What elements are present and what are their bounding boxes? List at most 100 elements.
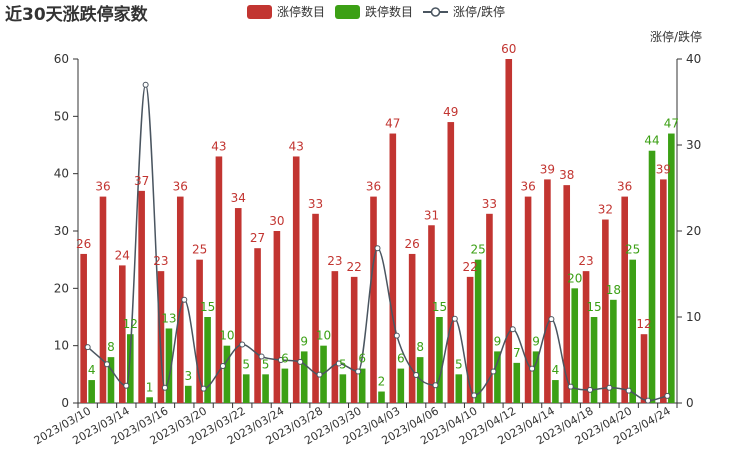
bar-limit-down[interactable]: [281, 368, 289, 403]
bar-limit-down[interactable]: [204, 317, 211, 403]
ratio-point[interactable]: [490, 368, 497, 375]
bar-limit-up[interactable]: [176, 196, 184, 403]
bar-limit-down[interactable]: [88, 380, 95, 403]
bar-limit-up[interactable]: [273, 231, 281, 403]
bar-limit-up[interactable]: [312, 213, 319, 403]
bar-limit-up[interactable]: [119, 265, 126, 403]
data-label-limit-down: 9: [532, 334, 540, 348]
bar-limit-down[interactable]: [127, 334, 134, 403]
bar-limit-up[interactable]: [621, 196, 628, 403]
bar-limit-up[interactable]: [292, 156, 300, 403]
ratio-point[interactable]: [587, 386, 594, 393]
bar-limit-up[interactable]: [505, 59, 513, 403]
ratio-point[interactable]: [432, 382, 439, 389]
bar-limit-up[interactable]: [524, 196, 532, 403]
bar-limit-up[interactable]: [544, 179, 551, 403]
ratio-point[interactable]: [277, 357, 284, 363]
ratio-point[interactable]: [529, 365, 536, 372]
bar-limit-up[interactable]: [138, 190, 145, 403]
ratio-point[interactable]: [335, 360, 342, 367]
bar-limit-down[interactable]: [436, 317, 443, 403]
ratio-point[interactable]: [625, 387, 632, 394]
bar-limit-up[interactable]: [389, 133, 397, 404]
ratio-point[interactable]: [103, 361, 110, 368]
bar-limit-up[interactable]: [370, 196, 377, 403]
ratio-point[interactable]: [374, 245, 381, 252]
bar-limit-up[interactable]: [602, 219, 609, 403]
legend-item-ratio[interactable]: 涨停/跌停: [423, 4, 505, 19]
bar-limit-down[interactable]: [223, 345, 231, 403]
bar-limit-up[interactable]: [486, 213, 493, 403]
ratio-point[interactable]: [258, 353, 265, 360]
legend-item-limit-up[interactable]: 涨停数目: [247, 4, 325, 19]
bar-limit-up[interactable]: [466, 276, 474, 403]
bar-limit-up[interactable]: [660, 179, 667, 403]
ratio-point[interactable]: [123, 382, 130, 389]
bar-limit-up[interactable]: [234, 208, 242, 403]
bar-limit-down[interactable]: [146, 397, 153, 403]
bar-limit-down[interactable]: [262, 374, 269, 403]
bar-limit-down[interactable]: [184, 385, 192, 403]
legend-item-limit-down[interactable]: 跌停数目: [335, 4, 413, 19]
bar-limit-up[interactable]: [563, 185, 571, 403]
bar-limit-down[interactable]: [107, 357, 115, 403]
bar-limit-up[interactable]: [80, 253, 87, 403]
bar-limit-up[interactable]: [447, 122, 455, 404]
data-label-limit-down: 13: [161, 311, 176, 325]
bar-limit-down[interactable]: [513, 362, 521, 403]
bar-limit-down[interactable]: [358, 368, 366, 403]
bar-limit-down[interactable]: [494, 351, 501, 403]
bar-limit-up[interactable]: [196, 259, 203, 403]
ratio-point[interactable]: [451, 315, 458, 322]
ratio-point[interactable]: [509, 326, 516, 333]
bar-limit-up[interactable]: [254, 248, 261, 403]
ratio-point[interactable]: [471, 392, 478, 399]
bar-limit-up[interactable]: [582, 271, 590, 403]
bar-limit-down[interactable]: [629, 259, 636, 403]
bar-limit-up[interactable]: [428, 225, 435, 403]
data-label-limit-down: 44: [644, 134, 659, 148]
ratio-point[interactable]: [393, 332, 400, 339]
ratio-point[interactable]: [645, 397, 652, 404]
ratio-point[interactable]: [664, 392, 671, 399]
bar-limit-up[interactable]: [331, 271, 339, 403]
bar-limit-down[interactable]: [165, 328, 173, 403]
bar-limit-down[interactable]: [668, 133, 675, 404]
bar-limit-down[interactable]: [552, 380, 559, 403]
bar-limit-down[interactable]: [532, 351, 540, 403]
bar-limit-down[interactable]: [455, 374, 463, 403]
bar-limit-up[interactable]: [215, 156, 223, 403]
ratio-point[interactable]: [181, 296, 188, 303]
ratio-point[interactable]: [200, 385, 207, 392]
bar-limit-down[interactable]: [378, 391, 385, 403]
ratio-point[interactable]: [355, 368, 362, 375]
ratio-point[interactable]: [567, 383, 574, 390]
bar-limit-down[interactable]: [474, 259, 482, 403]
bar-limit-down[interactable]: [242, 374, 250, 403]
bar-limit-up[interactable]: [157, 271, 165, 403]
bar-limit-down[interactable]: [571, 288, 579, 403]
bar-limit-down[interactable]: [590, 317, 598, 403]
bar-limit-down[interactable]: [320, 345, 327, 403]
bar-limit-down[interactable]: [300, 351, 308, 403]
ratio-point[interactable]: [239, 341, 246, 348]
ratio-point[interactable]: [548, 316, 555, 323]
ratio-point[interactable]: [219, 363, 226, 370]
bar-limit-up[interactable]: [408, 253, 416, 403]
ratio-point[interactable]: [413, 372, 420, 379]
ratio-point[interactable]: [84, 344, 91, 351]
bar-limit-down[interactable]: [339, 374, 347, 403]
bar-limit-down[interactable]: [648, 150, 656, 403]
ratio-point[interactable]: [316, 371, 323, 378]
ratio-point[interactable]: [297, 358, 304, 365]
bar-limit-up[interactable]: [99, 196, 107, 403]
bar-limit-down[interactable]: [397, 368, 405, 403]
data-label-limit-down: 15: [586, 300, 601, 314]
bar-limit-up[interactable]: [350, 276, 358, 403]
bar-limit-down[interactable]: [610, 299, 617, 403]
bar-limit-up[interactable]: [640, 334, 648, 403]
ratio-point[interactable]: [606, 384, 613, 391]
ratio-point[interactable]: [161, 384, 168, 391]
ratio-point[interactable]: [142, 81, 149, 88]
